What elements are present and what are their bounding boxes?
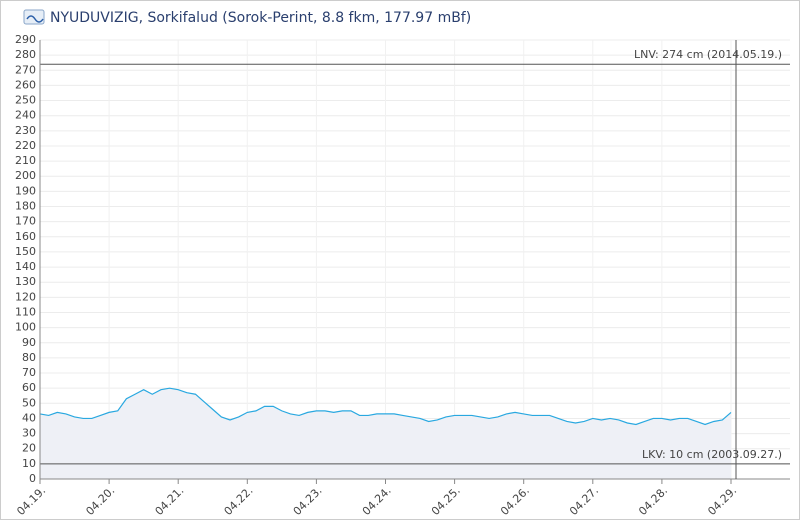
chart-title: NYUDUVIZIG, Sorkifalud (Sorok-Perint, 8.… bbox=[50, 10, 471, 26]
y-tick-label: 250 bbox=[15, 94, 36, 107]
y-tick-label: 230 bbox=[15, 124, 36, 137]
y-tick-label: 240 bbox=[15, 109, 36, 122]
y-tick-label: 50 bbox=[22, 396, 36, 409]
y-tick-label: 40 bbox=[22, 411, 36, 424]
y-tick-label: 210 bbox=[15, 154, 36, 167]
y-tick-label: 270 bbox=[15, 63, 36, 76]
y-tick-label: 20 bbox=[22, 442, 36, 455]
y-tick-label: 110 bbox=[15, 305, 36, 318]
y-tick-label: 60 bbox=[22, 381, 36, 394]
y-tick-label: 180 bbox=[15, 200, 36, 213]
y-tick-label: 10 bbox=[22, 457, 36, 470]
y-tick-label: 260 bbox=[15, 78, 36, 91]
y-tick-label: 140 bbox=[15, 260, 36, 273]
y-tick-label: 200 bbox=[15, 169, 36, 182]
area-fill bbox=[40, 388, 731, 479]
y-tick-label: 100 bbox=[15, 321, 36, 334]
y-tick-label: 70 bbox=[22, 366, 36, 379]
logo bbox=[23, 9, 45, 25]
y-tick-label: 150 bbox=[15, 245, 36, 258]
y-tick-label: 120 bbox=[15, 290, 36, 303]
y-tick-label: 170 bbox=[15, 215, 36, 228]
reference-label: LNV: 274 cm (2014.05.19.) bbox=[634, 48, 782, 61]
y-tick-label: 290 bbox=[15, 33, 36, 46]
line bbox=[39, 387, 732, 426]
y-tick-label: 280 bbox=[15, 48, 36, 61]
reference-label: LKV: 10 cm (2003.09.27.) bbox=[642, 448, 782, 461]
y-tick-label: 80 bbox=[22, 351, 36, 364]
y-tick-label: 130 bbox=[15, 275, 36, 288]
y-tick-label: 0 bbox=[29, 472, 36, 485]
y-tick-label: 220 bbox=[15, 139, 36, 152]
y-tick-label: 90 bbox=[22, 336, 36, 349]
y-tick-label: 160 bbox=[15, 230, 36, 243]
y-tick-label: 190 bbox=[15, 184, 36, 197]
y-tick-label: 30 bbox=[22, 427, 36, 440]
